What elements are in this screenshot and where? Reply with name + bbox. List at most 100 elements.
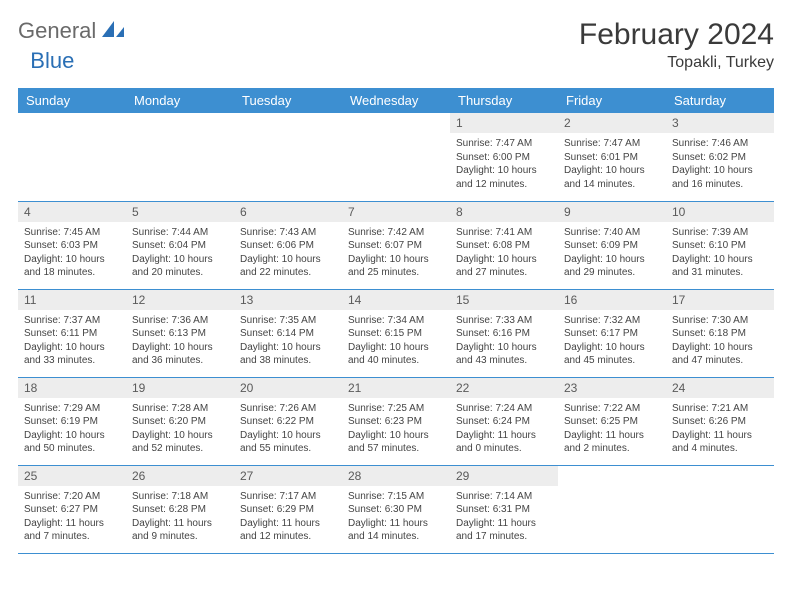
day-number: 4 bbox=[18, 202, 126, 222]
day-content: Sunrise: 7:43 AMSunset: 6:06 PMDaylight:… bbox=[234, 222, 342, 286]
day-number bbox=[558, 466, 666, 486]
day-content: Sunrise: 7:46 AMSunset: 6:02 PMDaylight:… bbox=[666, 133, 774, 197]
day-number: 24 bbox=[666, 378, 774, 398]
day-content: Sunrise: 7:33 AMSunset: 6:16 PMDaylight:… bbox=[450, 310, 558, 374]
day-header: Sunday bbox=[18, 88, 126, 113]
day-cell: 2Sunrise: 7:47 AMSunset: 6:01 PMDaylight… bbox=[558, 113, 666, 201]
day-cell: 8Sunrise: 7:41 AMSunset: 6:08 PMDaylight… bbox=[450, 201, 558, 289]
day-number: 28 bbox=[342, 466, 450, 486]
day-number: 3 bbox=[666, 113, 774, 133]
day-number: 8 bbox=[450, 202, 558, 222]
day-cell: 21Sunrise: 7:25 AMSunset: 6:23 PMDayligh… bbox=[342, 377, 450, 465]
day-cell: 22Sunrise: 7:24 AMSunset: 6:24 PMDayligh… bbox=[450, 377, 558, 465]
week-row: 18Sunrise: 7:29 AMSunset: 6:19 PMDayligh… bbox=[18, 377, 774, 465]
day-number bbox=[342, 113, 450, 133]
day-number bbox=[18, 113, 126, 133]
day-cell: 25Sunrise: 7:20 AMSunset: 6:27 PMDayligh… bbox=[18, 465, 126, 553]
day-number: 16 bbox=[558, 290, 666, 310]
day-content: Sunrise: 7:24 AMSunset: 6:24 PMDaylight:… bbox=[450, 398, 558, 462]
day-content bbox=[558, 486, 666, 496]
day-content bbox=[18, 133, 126, 143]
day-cell: 10Sunrise: 7:39 AMSunset: 6:10 PMDayligh… bbox=[666, 201, 774, 289]
day-content bbox=[234, 133, 342, 143]
day-content: Sunrise: 7:36 AMSunset: 6:13 PMDaylight:… bbox=[126, 310, 234, 374]
day-number: 2 bbox=[558, 113, 666, 133]
month-title: February 2024 bbox=[579, 18, 774, 52]
day-content: Sunrise: 7:22 AMSunset: 6:25 PMDaylight:… bbox=[558, 398, 666, 462]
day-header: Wednesday bbox=[342, 88, 450, 113]
day-cell: 1Sunrise: 7:47 AMSunset: 6:00 PMDaylight… bbox=[450, 113, 558, 201]
day-number: 5 bbox=[126, 202, 234, 222]
day-number: 9 bbox=[558, 202, 666, 222]
week-row: 25Sunrise: 7:20 AMSunset: 6:27 PMDayligh… bbox=[18, 465, 774, 553]
day-cell: 20Sunrise: 7:26 AMSunset: 6:22 PMDayligh… bbox=[234, 377, 342, 465]
day-header: Tuesday bbox=[234, 88, 342, 113]
week-row: 11Sunrise: 7:37 AMSunset: 6:11 PMDayligh… bbox=[18, 289, 774, 377]
calendar-body: 1Sunrise: 7:47 AMSunset: 6:00 PMDaylight… bbox=[18, 113, 774, 553]
day-cell: 23Sunrise: 7:22 AMSunset: 6:25 PMDayligh… bbox=[558, 377, 666, 465]
day-cell: 17Sunrise: 7:30 AMSunset: 6:18 PMDayligh… bbox=[666, 289, 774, 377]
day-cell bbox=[666, 465, 774, 553]
day-cell: 14Sunrise: 7:34 AMSunset: 6:15 PMDayligh… bbox=[342, 289, 450, 377]
day-cell: 18Sunrise: 7:29 AMSunset: 6:19 PMDayligh… bbox=[18, 377, 126, 465]
day-header-row: Sunday Monday Tuesday Wednesday Thursday… bbox=[18, 88, 774, 113]
day-cell: 29Sunrise: 7:14 AMSunset: 6:31 PMDayligh… bbox=[450, 465, 558, 553]
day-content: Sunrise: 7:25 AMSunset: 6:23 PMDaylight:… bbox=[342, 398, 450, 462]
day-number: 22 bbox=[450, 378, 558, 398]
day-content: Sunrise: 7:40 AMSunset: 6:09 PMDaylight:… bbox=[558, 222, 666, 286]
day-content: Sunrise: 7:37 AMSunset: 6:11 PMDaylight:… bbox=[18, 310, 126, 374]
day-number: 11 bbox=[18, 290, 126, 310]
day-cell: 11Sunrise: 7:37 AMSunset: 6:11 PMDayligh… bbox=[18, 289, 126, 377]
day-content: Sunrise: 7:14 AMSunset: 6:31 PMDaylight:… bbox=[450, 486, 558, 550]
day-number: 17 bbox=[666, 290, 774, 310]
day-cell: 19Sunrise: 7:28 AMSunset: 6:20 PMDayligh… bbox=[126, 377, 234, 465]
day-content: Sunrise: 7:35 AMSunset: 6:14 PMDaylight:… bbox=[234, 310, 342, 374]
day-content: Sunrise: 7:21 AMSunset: 6:26 PMDaylight:… bbox=[666, 398, 774, 462]
day-number: 1 bbox=[450, 113, 558, 133]
day-cell: 5Sunrise: 7:44 AMSunset: 6:04 PMDaylight… bbox=[126, 201, 234, 289]
day-cell: 13Sunrise: 7:35 AMSunset: 6:14 PMDayligh… bbox=[234, 289, 342, 377]
day-content: Sunrise: 7:20 AMSunset: 6:27 PMDaylight:… bbox=[18, 486, 126, 550]
day-number: 27 bbox=[234, 466, 342, 486]
day-cell bbox=[18, 113, 126, 201]
day-content: Sunrise: 7:32 AMSunset: 6:17 PMDaylight:… bbox=[558, 310, 666, 374]
day-content: Sunrise: 7:45 AMSunset: 6:03 PMDaylight:… bbox=[18, 222, 126, 286]
day-cell: 16Sunrise: 7:32 AMSunset: 6:17 PMDayligh… bbox=[558, 289, 666, 377]
logo-text-blue: Blue bbox=[30, 48, 74, 74]
day-header: Thursday bbox=[450, 88, 558, 113]
day-cell bbox=[126, 113, 234, 201]
day-cell: 28Sunrise: 7:15 AMSunset: 6:30 PMDayligh… bbox=[342, 465, 450, 553]
day-content: Sunrise: 7:42 AMSunset: 6:07 PMDaylight:… bbox=[342, 222, 450, 286]
day-cell: 7Sunrise: 7:42 AMSunset: 6:07 PMDaylight… bbox=[342, 201, 450, 289]
day-content bbox=[342, 133, 450, 143]
day-cell bbox=[342, 113, 450, 201]
day-cell: 27Sunrise: 7:17 AMSunset: 6:29 PMDayligh… bbox=[234, 465, 342, 553]
day-cell bbox=[234, 113, 342, 201]
week-row: 4Sunrise: 7:45 AMSunset: 6:03 PMDaylight… bbox=[18, 201, 774, 289]
day-content: Sunrise: 7:15 AMSunset: 6:30 PMDaylight:… bbox=[342, 486, 450, 550]
day-number: 12 bbox=[126, 290, 234, 310]
sail-icon bbox=[100, 19, 126, 44]
day-number: 6 bbox=[234, 202, 342, 222]
day-number: 25 bbox=[18, 466, 126, 486]
day-header: Monday bbox=[126, 88, 234, 113]
day-cell: 3Sunrise: 7:46 AMSunset: 6:02 PMDaylight… bbox=[666, 113, 774, 201]
day-content: Sunrise: 7:30 AMSunset: 6:18 PMDaylight:… bbox=[666, 310, 774, 374]
day-header: Saturday bbox=[666, 88, 774, 113]
day-cell: 24Sunrise: 7:21 AMSunset: 6:26 PMDayligh… bbox=[666, 377, 774, 465]
day-number: 21 bbox=[342, 378, 450, 398]
day-number bbox=[126, 113, 234, 133]
day-cell: 4Sunrise: 7:45 AMSunset: 6:03 PMDaylight… bbox=[18, 201, 126, 289]
day-cell: 26Sunrise: 7:18 AMSunset: 6:28 PMDayligh… bbox=[126, 465, 234, 553]
day-cell: 6Sunrise: 7:43 AMSunset: 6:06 PMDaylight… bbox=[234, 201, 342, 289]
day-content bbox=[666, 486, 774, 496]
day-number: 29 bbox=[450, 466, 558, 486]
day-number: 18 bbox=[18, 378, 126, 398]
day-content: Sunrise: 7:34 AMSunset: 6:15 PMDaylight:… bbox=[342, 310, 450, 374]
day-number: 13 bbox=[234, 290, 342, 310]
calendar: Sunday Monday Tuesday Wednesday Thursday… bbox=[18, 88, 774, 554]
day-number: 26 bbox=[126, 466, 234, 486]
day-content: Sunrise: 7:18 AMSunset: 6:28 PMDaylight:… bbox=[126, 486, 234, 550]
day-content: Sunrise: 7:28 AMSunset: 6:20 PMDaylight:… bbox=[126, 398, 234, 462]
day-number: 10 bbox=[666, 202, 774, 222]
